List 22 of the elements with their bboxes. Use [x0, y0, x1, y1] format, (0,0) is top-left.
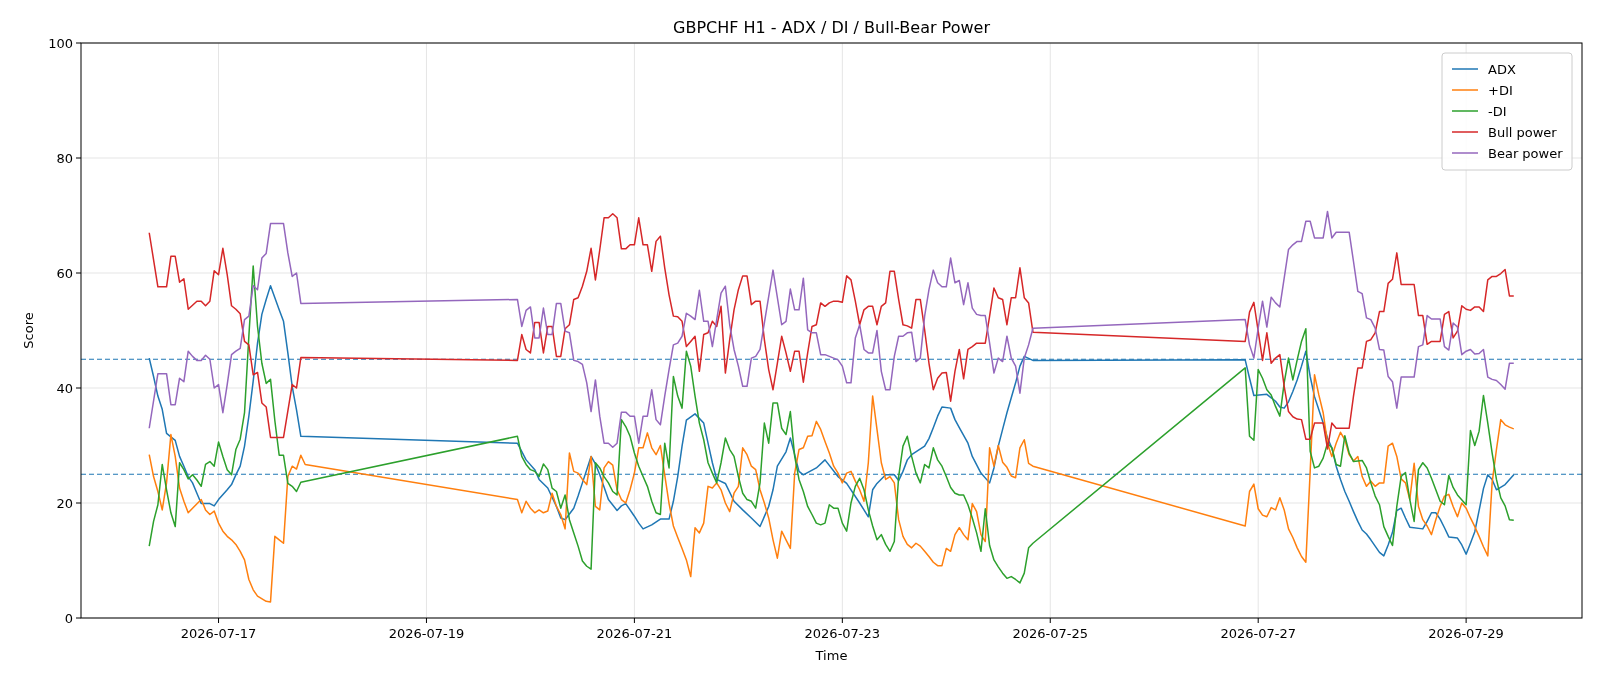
- y-tick-label: 40: [56, 380, 73, 396]
- legend-label: +DI: [1488, 82, 1513, 98]
- legend-label: ADX: [1488, 61, 1516, 77]
- x-tick-label: 2026-07-19: [388, 626, 465, 641]
- chart-title: GBPCHF H1 - ADX / DI / Bull-Bear Power: [673, 18, 991, 37]
- legend-label: Bull power: [1488, 124, 1558, 140]
- x-tick-label: 2026-07-25: [1012, 626, 1089, 641]
- x-tick-label: 2026-07-17: [180, 626, 257, 641]
- x-tick-label: 2026-07-27: [1220, 626, 1296, 641]
- y-tick-label: 100: [48, 35, 73, 51]
- x-tick-label: 2026-07-21: [596, 626, 673, 641]
- x-tick-label: 2026-07-23: [804, 626, 881, 641]
- y-tick-label: 60: [56, 265, 73, 281]
- y-tick-label: 20: [56, 495, 73, 511]
- y-axis-title: Score: [21, 312, 36, 349]
- x-axis-title: Time: [814, 648, 848, 663]
- legend-label: Bear power: [1488, 145, 1564, 161]
- legend-label: -DI: [1488, 103, 1507, 119]
- y-tick-label: 0: [64, 610, 73, 626]
- x-tick-label: 2026-07-29: [1428, 626, 1504, 641]
- line-series: [148, 374, 1515, 603]
- y-tick-label: 80: [56, 150, 73, 166]
